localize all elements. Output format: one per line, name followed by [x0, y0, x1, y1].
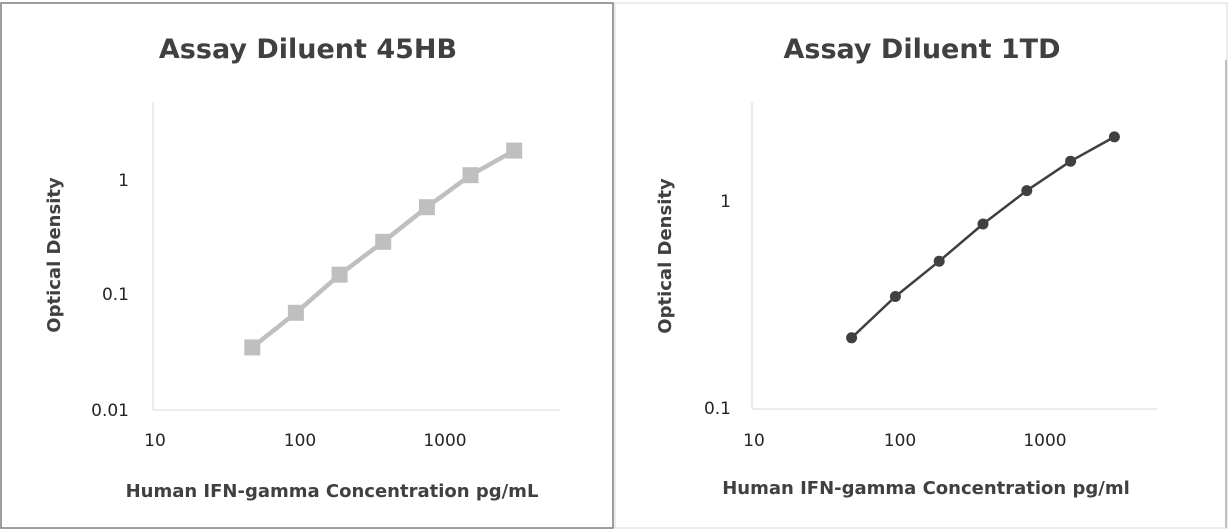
chart-2-y-tick-0.1: 0.1	[704, 399, 731, 419]
chart-2: Assay Diluent 1TD 10 100 1000 0.1 1 Huma…	[655, 34, 1157, 499]
chart-1-data-point-7	[506, 142, 523, 159]
chart-2-series	[846, 131, 1120, 344]
chart-panel-frame-1	[0, 2, 614, 529]
chart-1-data-point-3	[331, 266, 348, 283]
chart-2-x-tick-100: 100	[884, 431, 916, 451]
chart-panel-frame-2	[614, 2, 1228, 529]
chart-1-y-label: Optical Density	[44, 177, 65, 333]
chart-2-data-point-5	[1021, 185, 1033, 197]
chart-2-y-tick-1: 1	[720, 192, 731, 212]
chart-1-data-point-4	[375, 233, 392, 250]
chart-1-data-point-5	[418, 199, 435, 216]
chart-1-y-tick-0.01: 0.01	[91, 401, 129, 421]
chart-2-data-point-2	[889, 291, 901, 302]
chart-1-title: Assay Diluent 45HB	[159, 34, 457, 65]
chart-2-data-point-3	[933, 255, 945, 267]
chart-2-y-label: Optical Density	[655, 178, 676, 334]
chart-2-data-point-6	[1065, 155, 1077, 167]
chart-1: Assay Diluent 45HB 10 100 1000 0.01 0.1 …	[44, 34, 560, 502]
chart-2-data-point-4	[977, 218, 989, 230]
chart-1-series	[244, 142, 523, 356]
chart-2-title: Assay Diluent 1TD	[783, 34, 1060, 65]
chart-1-x-label: Human IFN-gamma Concentration pg/mL	[126, 481, 539, 502]
chart-2-x-tick-10: 10	[743, 431, 765, 451]
chart-1-data-point-2	[287, 304, 304, 321]
chart-1-y-tick-1: 1	[118, 171, 129, 191]
chart-2-x-tick-1000: 1000	[1023, 431, 1066, 451]
chart-2-data-point-1	[846, 332, 858, 344]
chart-2-x-label: Human IFN-gamma Concentration pg/ml	[722, 478, 1130, 499]
chart-1-x-tick-10: 10	[144, 431, 166, 451]
chart-1-y-tick-0.1: 0.1	[102, 285, 129, 305]
chart-2-data-point-7	[1108, 131, 1120, 143]
chart-1-data-point-1	[244, 339, 261, 356]
chart-1-x-tick-100: 100	[284, 431, 316, 451]
chart-1-x-tick-1000: 1000	[423, 431, 466, 451]
chart-1-data-point-6	[462, 167, 479, 184]
